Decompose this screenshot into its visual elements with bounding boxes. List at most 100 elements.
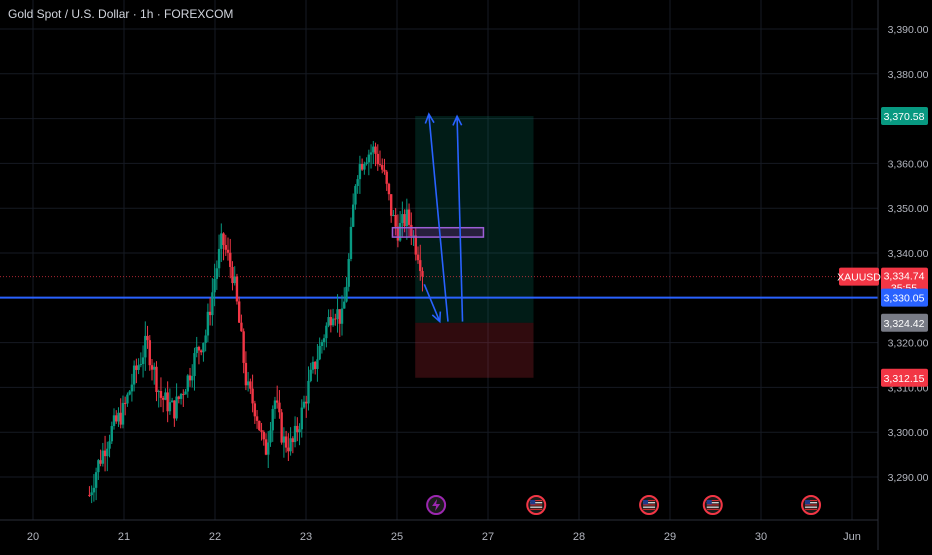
candle (329, 317, 333, 326)
candle (249, 381, 252, 389)
candle (161, 397, 165, 400)
flag-canton (643, 500, 649, 505)
long-position-tool[interactable] (415, 116, 534, 378)
candle (94, 472, 98, 488)
us-flag-event-icon[interactable] (801, 495, 822, 515)
lightning-event-icon[interactable] (426, 495, 447, 515)
entry-price-label (881, 313, 928, 332)
candle (231, 266, 234, 284)
x-tick-label: 22 (209, 531, 221, 543)
candle (213, 278, 216, 293)
candle (191, 376, 194, 381)
us-flag-event-icon[interactable] (639, 495, 660, 515)
candle (372, 146, 375, 153)
flag-stripe (706, 500, 719, 502)
drawings[interactable] (391, 112, 485, 324)
candle (173, 400, 176, 419)
candle (325, 325, 328, 339)
candle (278, 402, 281, 413)
stop-zone (415, 322, 534, 378)
candle (237, 301, 241, 323)
candle (271, 409, 274, 431)
candle (367, 154, 371, 163)
candle (132, 365, 136, 385)
y-tick-label: 3,350.00 (888, 203, 929, 215)
candle (313, 361, 317, 369)
flag-stripe (805, 508, 818, 510)
candle (311, 361, 315, 370)
candle (318, 345, 321, 360)
target-price-label (881, 107, 928, 126)
flag-canton (805, 500, 811, 505)
candle (130, 384, 134, 392)
candle (184, 391, 187, 395)
candle (385, 171, 388, 184)
candle (369, 152, 373, 155)
y-tick-label: 3,380.00 (888, 69, 929, 81)
candle (298, 429, 301, 433)
x-tick-label: 29 (664, 531, 676, 543)
candle (157, 391, 160, 393)
flag-stripe (530, 500, 543, 502)
flag-stripe (530, 502, 543, 504)
candle (360, 164, 364, 170)
candle (269, 430, 272, 443)
candle (217, 248, 221, 269)
candle (175, 396, 178, 419)
candle (309, 369, 312, 381)
candle (166, 392, 169, 412)
arrow-line (456, 116, 464, 322)
candle (197, 346, 201, 351)
time-axis[interactable]: 20 21 22 23 25 27 28 29 30 Jun (0, 519, 878, 543)
x-tick-label: 23 (300, 531, 312, 543)
candle (262, 431, 265, 440)
candle (387, 183, 391, 195)
candle (374, 146, 377, 154)
candle (112, 415, 116, 427)
current-price-text: 3,334.74 (884, 271, 925, 283)
us-flag-event-icon[interactable] (526, 495, 547, 515)
y-tick-label: 3,320.00 (888, 338, 929, 350)
candle (101, 450, 105, 464)
candle (419, 260, 422, 272)
candle (155, 366, 158, 392)
candle (354, 186, 357, 205)
candle (123, 402, 127, 404)
candle (150, 365, 154, 370)
candle (322, 338, 326, 343)
candle (282, 436, 286, 443)
flag-stripe (643, 508, 656, 510)
candle (358, 164, 362, 180)
candle (235, 276, 239, 302)
candle (141, 357, 145, 365)
flag-canton (530, 500, 536, 505)
candle (168, 402, 172, 412)
candle (188, 375, 192, 381)
candle (108, 441, 111, 449)
flag-stripe (706, 506, 719, 508)
x-tick-label: 27 (482, 531, 494, 543)
flag-stripe (530, 508, 543, 510)
events[interactable] (426, 495, 822, 515)
lightning-glyph (432, 499, 441, 511)
candle (128, 391, 131, 395)
us-flag-event-icon[interactable] (702, 495, 723, 515)
candle (144, 335, 147, 358)
candle (92, 487, 96, 493)
candle (345, 286, 348, 302)
candle (135, 365, 138, 370)
candle (405, 209, 409, 227)
current-price-label (881, 267, 928, 296)
candle (99, 460, 102, 464)
x-tick-label: 20 (27, 531, 39, 543)
candle (275, 400, 279, 403)
x-tick-label: 21 (118, 531, 130, 543)
flag-stripe (805, 506, 818, 508)
candle (97, 460, 100, 473)
candle (410, 224, 413, 237)
flag-stripe (706, 508, 719, 510)
candle (396, 226, 400, 241)
